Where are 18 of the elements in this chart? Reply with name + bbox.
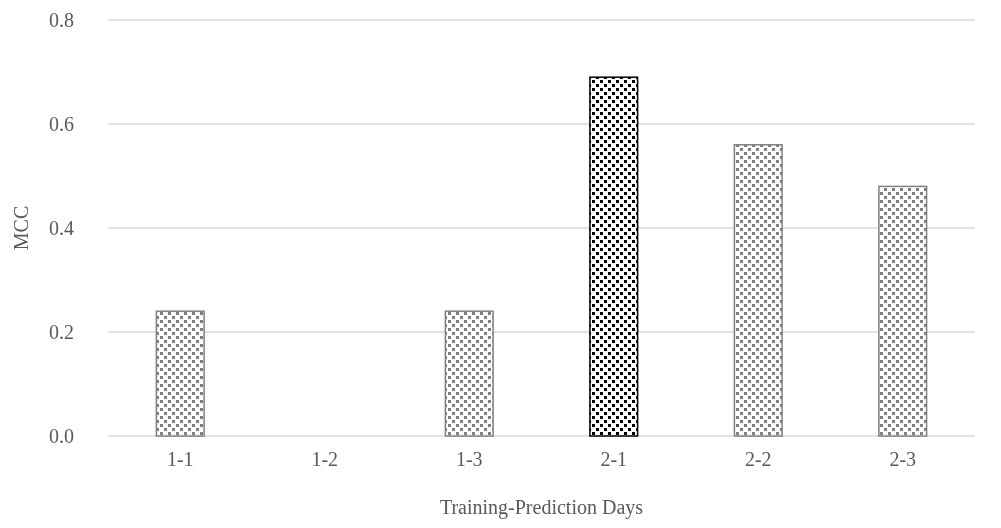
x-tick-label: 2-2	[744, 448, 772, 470]
y-tick-label: 0.6	[49, 113, 74, 135]
x-tick-label: 1-2	[311, 448, 339, 470]
bar	[589, 76, 639, 437]
y-tick-label: 0.0	[49, 425, 74, 447]
x-tick-label: 2-3	[889, 448, 917, 470]
x-tick-label: 1-1	[166, 448, 194, 470]
y-tick-label: 0.2	[49, 321, 74, 343]
x-axis-title: Training-Prediction Days	[439, 496, 644, 519]
x-tick-label: 1-3	[455, 448, 483, 470]
y-tick-label: 0.4	[49, 217, 74, 239]
bar	[733, 144, 783, 437]
bar	[155, 310, 205, 437]
y-axis-title: MCC	[10, 205, 32, 251]
x-tick-label: 2-1	[600, 448, 628, 470]
bar	[444, 310, 494, 437]
bar	[878, 185, 928, 437]
y-tick-label: 0.8	[49, 9, 74, 31]
